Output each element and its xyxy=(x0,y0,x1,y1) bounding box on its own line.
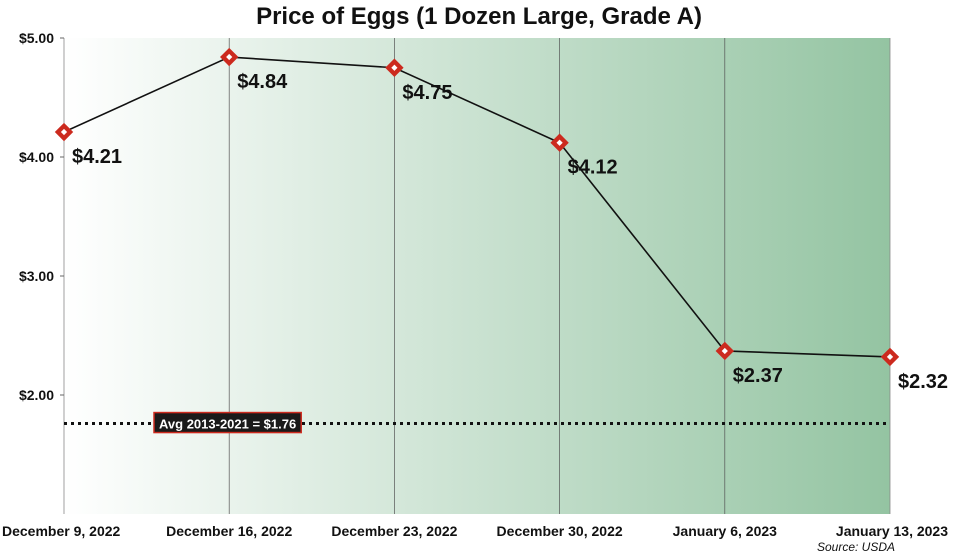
y-tick-label: $4.00 xyxy=(19,149,54,165)
data-point-marker xyxy=(715,341,734,361)
data-label: $4.12 xyxy=(568,157,618,179)
plot-area xyxy=(64,38,890,514)
data-point-marker xyxy=(880,347,900,367)
svg-text:Avg 2013-2021 = $1.76: Avg 2013-2021 = $1.76 xyxy=(159,417,296,432)
y-tick-label: $5.00 xyxy=(19,30,54,46)
data-label: $4.84 xyxy=(237,71,288,93)
x-tick-label: December 23, 2022 xyxy=(331,523,457,539)
y-tick-label: $3.00 xyxy=(19,268,54,284)
x-tick-label: January 6, 2023 xyxy=(673,523,778,539)
data-labels: $4.21 $4.84 $4.75 $4.12 $2.37 $2.32 xyxy=(72,71,948,393)
price-series-line xyxy=(63,56,891,358)
source-note: Source: USDA xyxy=(817,540,895,554)
vertical-gridlines xyxy=(63,38,891,514)
x-tick-label: December 16, 2022 xyxy=(166,523,292,539)
y-axis: $2.00 $3.00 $4.00 $5.00 xyxy=(19,30,64,403)
x-tick-label: January 13, 2023 xyxy=(836,523,948,539)
chart-title: Price of Eggs (1 Dozen Large, Grade A) xyxy=(256,3,702,30)
data-point-marker xyxy=(220,47,239,67)
reference-label: Avg 2013-2021 = $1.76 xyxy=(153,411,302,434)
y-tick-label: $2.00 xyxy=(19,387,54,403)
data-point-marker xyxy=(385,58,404,77)
data-label: $2.37 xyxy=(733,365,783,387)
data-label: $4.75 xyxy=(402,82,452,104)
x-tick-label: December 9, 2022 xyxy=(2,523,121,539)
x-tick-label: December 30, 2022 xyxy=(497,523,623,539)
data-point-marker xyxy=(550,133,569,152)
data-markers xyxy=(54,47,900,367)
x-axis: December 9, 2022 December 16, 2022 Decembe… xyxy=(2,523,948,539)
data-label: $2.32 xyxy=(898,371,948,393)
data-label: $4.21 xyxy=(72,146,122,168)
